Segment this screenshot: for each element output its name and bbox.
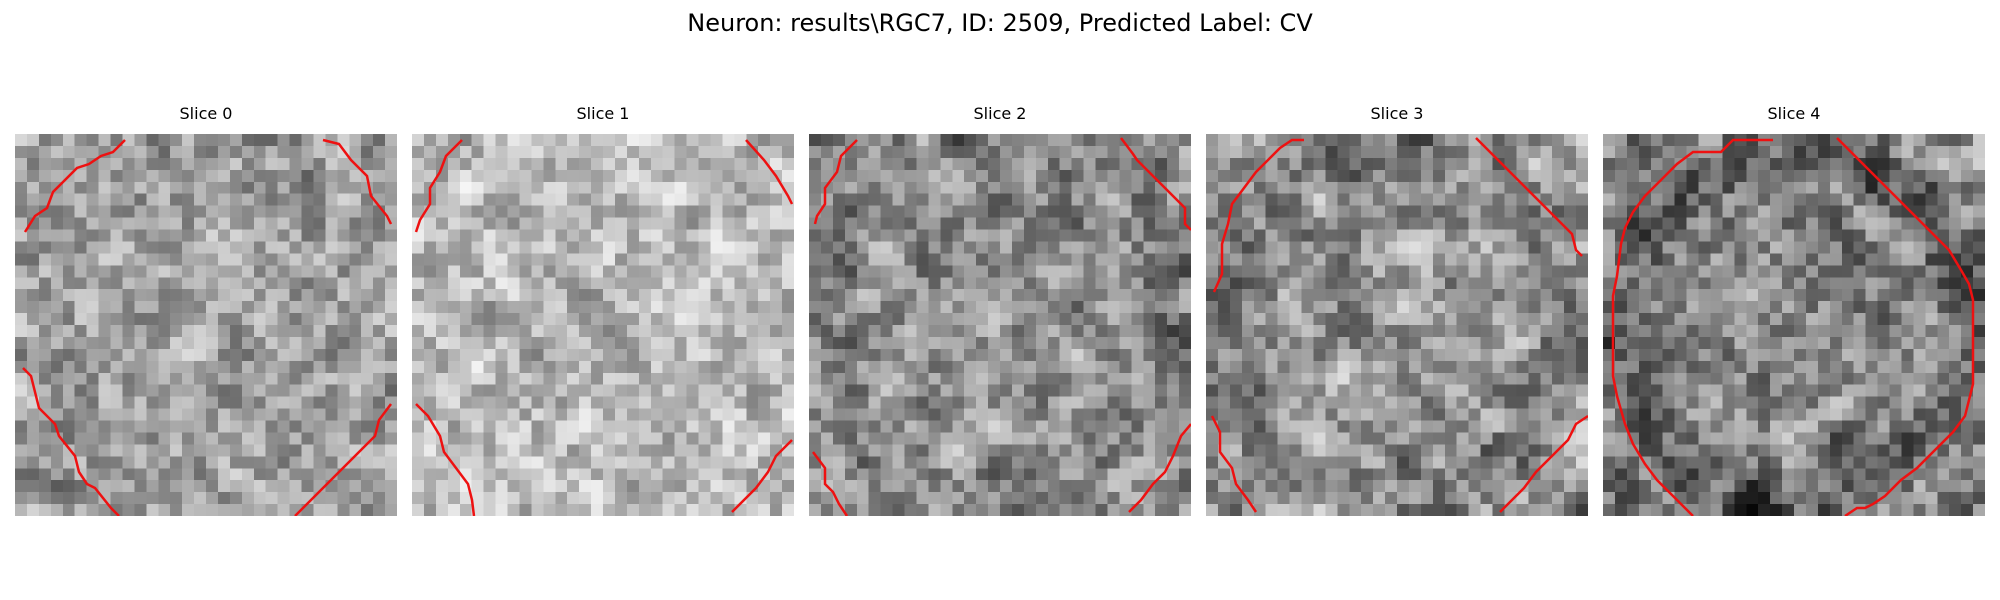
slice-title-3: Slice 3 [1370, 104, 1424, 123]
slice-image-4 [1603, 134, 1985, 516]
contour-line [23, 139, 126, 233]
slice-pixels-4 [1603, 134, 1985, 516]
slice-image-0 [15, 134, 397, 516]
contour-line [813, 139, 858, 225]
slice-panel-4: Slice 4 [1603, 104, 1985, 516]
contour-line [812, 451, 849, 516]
figure-title: Neuron: results\RGC7, ID: 2509, Predicte… [687, 9, 1313, 37]
contour-line [414, 139, 463, 233]
slice-contour-overlay-0 [22, 138, 393, 516]
slice-panel-1: Slice 1 [412, 104, 794, 516]
contour-line [1836, 137, 1975, 516]
slice-contour-overlay-1 [414, 139, 794, 516]
slice-image-3 [1206, 134, 1588, 516]
contour-line [1120, 137, 1191, 231]
contour-line [1210, 415, 1258, 513]
contour-line [1475, 137, 1583, 257]
contour-line [745, 139, 794, 205]
slice-image-1 [412, 134, 794, 516]
contour-line [1611, 138, 1773, 516]
slice-panel-3: Slice 3 [1206, 104, 1588, 516]
slice-pixels-0 [15, 134, 397, 516]
slice-image-2 [809, 134, 1191, 516]
slice-panel-0: Slice 0 [15, 104, 397, 516]
slice-pixels-2 [809, 134, 1191, 516]
contour-line [1128, 423, 1191, 513]
slice-title-1: Slice 1 [576, 104, 630, 123]
slice-pixels-3 [1206, 134, 1588, 516]
slice-panel-2: Slice 2 [809, 104, 1191, 516]
contour-line [415, 403, 476, 516]
contour-line [1212, 138, 1304, 293]
contour-line [731, 439, 793, 513]
slice-title-2: Slice 2 [973, 104, 1027, 123]
slice-title-0: Slice 0 [179, 104, 233, 123]
slice-contour-overlay-2 [812, 137, 1191, 516]
contour-line [294, 403, 392, 516]
slice-contour-overlay-4 [1611, 137, 1975, 516]
slice-pixels-1 [412, 134, 794, 516]
contour-line [1499, 414, 1588, 513]
contour-line [22, 367, 120, 516]
slice-contour-overlay-3 [1210, 137, 1588, 513]
slice-title-4: Slice 4 [1767, 104, 1821, 123]
contour-line [322, 138, 393, 225]
